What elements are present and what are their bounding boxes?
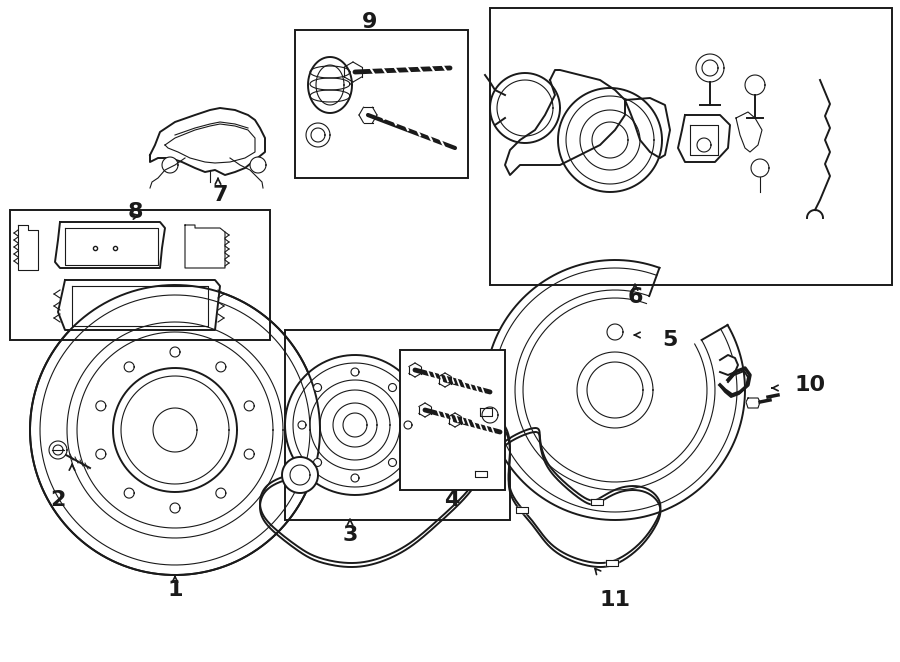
Polygon shape: [482, 407, 498, 423]
Polygon shape: [625, 98, 670, 158]
Polygon shape: [250, 157, 266, 173]
Polygon shape: [150, 108, 265, 175]
Polygon shape: [351, 368, 359, 376]
Polygon shape: [185, 225, 225, 268]
Bar: [490, 8, 892, 285]
Polygon shape: [313, 459, 321, 467]
Text: 7: 7: [212, 185, 228, 205]
Polygon shape: [308, 57, 352, 113]
Polygon shape: [58, 280, 220, 330]
Polygon shape: [389, 459, 397, 467]
Polygon shape: [285, 355, 425, 495]
Polygon shape: [746, 398, 760, 408]
Polygon shape: [607, 324, 623, 340]
Polygon shape: [298, 421, 306, 429]
Text: 9: 9: [363, 12, 378, 32]
Text: 6: 6: [627, 287, 643, 307]
Bar: [295, 30, 468, 178]
Polygon shape: [490, 73, 560, 143]
Polygon shape: [313, 383, 321, 391]
Polygon shape: [49, 441, 67, 459]
Polygon shape: [696, 54, 724, 82]
Polygon shape: [170, 503, 180, 513]
Bar: [285, 330, 510, 520]
Polygon shape: [124, 488, 134, 498]
Text: 2: 2: [50, 490, 66, 510]
Polygon shape: [751, 159, 769, 177]
Text: 3: 3: [342, 525, 357, 545]
Polygon shape: [55, 222, 165, 268]
Polygon shape: [745, 75, 765, 95]
Polygon shape: [95, 449, 106, 459]
Polygon shape: [607, 560, 618, 566]
Polygon shape: [505, 70, 625, 175]
Polygon shape: [162, 157, 178, 173]
Text: 10: 10: [795, 375, 825, 395]
Text: 5: 5: [662, 330, 678, 350]
Polygon shape: [577, 352, 653, 428]
Polygon shape: [306, 123, 330, 147]
Text: 8: 8: [127, 202, 143, 222]
Polygon shape: [282, 457, 318, 493]
Polygon shape: [480, 408, 492, 416]
Polygon shape: [678, 115, 730, 162]
Polygon shape: [18, 225, 38, 270]
Polygon shape: [720, 355, 738, 375]
Polygon shape: [485, 260, 745, 520]
Polygon shape: [95, 401, 106, 411]
Polygon shape: [475, 471, 487, 477]
Polygon shape: [590, 498, 603, 504]
Polygon shape: [558, 88, 662, 192]
Polygon shape: [216, 488, 226, 498]
Text: 11: 11: [599, 590, 631, 610]
Polygon shape: [170, 347, 180, 357]
Polygon shape: [389, 383, 397, 391]
Polygon shape: [124, 362, 134, 372]
Polygon shape: [351, 474, 359, 482]
Text: 1: 1: [167, 580, 183, 600]
Polygon shape: [516, 507, 527, 513]
Polygon shape: [244, 401, 254, 411]
Polygon shape: [404, 421, 412, 429]
Text: 4: 4: [445, 490, 460, 510]
Bar: [400, 350, 505, 490]
Polygon shape: [697, 138, 711, 152]
Polygon shape: [30, 285, 320, 575]
Polygon shape: [216, 362, 226, 372]
Bar: [10, 210, 270, 340]
Polygon shape: [244, 449, 254, 459]
